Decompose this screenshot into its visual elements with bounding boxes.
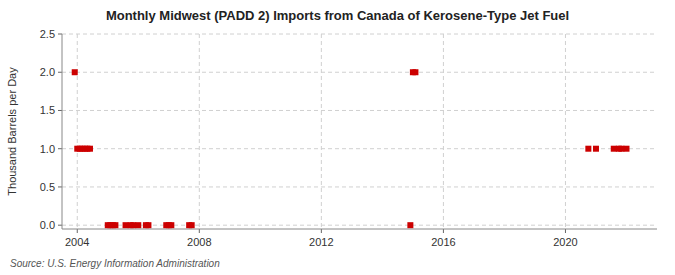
x-grid-line xyxy=(199,34,200,229)
y-grid-line xyxy=(62,148,657,149)
y-tick xyxy=(58,110,62,111)
x-tick-label: 2016 xyxy=(431,236,455,248)
source-note: Source: U.S. Energy Information Administ… xyxy=(10,258,220,269)
x-grid-line xyxy=(565,34,566,229)
points xyxy=(72,69,630,228)
point xyxy=(145,222,151,228)
point xyxy=(87,146,93,152)
y-tick-label: 0.5 xyxy=(40,181,55,193)
point xyxy=(72,69,78,75)
point xyxy=(585,146,591,152)
x-grid-line xyxy=(321,34,322,229)
y-tick-label: 2.5 xyxy=(40,28,55,40)
y-tick xyxy=(58,148,62,149)
x-grid-line xyxy=(77,34,78,229)
point xyxy=(112,222,118,228)
y-grid-line xyxy=(62,34,657,35)
y-tick xyxy=(58,72,62,73)
point xyxy=(135,222,141,228)
y-tick xyxy=(58,225,62,226)
x-tick xyxy=(321,229,322,233)
x-tick xyxy=(77,229,78,233)
x-tick xyxy=(199,229,200,233)
point xyxy=(412,69,418,75)
y-tick-label: 2.0 xyxy=(40,66,55,78)
y-axis-label: Thousand Barrels per Day xyxy=(6,67,18,196)
y-tick xyxy=(58,34,62,35)
point xyxy=(189,222,195,228)
point xyxy=(623,146,629,152)
y-axis-line xyxy=(62,34,63,229)
chart: Monthly Midwest (PADD 2) Imports from Ca… xyxy=(0,0,675,275)
point xyxy=(168,222,174,228)
x-tick xyxy=(565,229,566,233)
x-grid-line xyxy=(443,34,444,229)
x-axis-line xyxy=(62,229,657,230)
x-tick xyxy=(443,229,444,233)
y-tick-label: 0.0 xyxy=(40,219,55,231)
x-tick-label: 2020 xyxy=(553,236,577,248)
x-tick-label: 2012 xyxy=(309,236,333,248)
y-tick-label: 1.5 xyxy=(40,104,55,116)
title: Monthly Midwest (PADD 2) Imports from Ca… xyxy=(106,8,569,23)
grid xyxy=(62,34,657,229)
x-tick-label: 2004 xyxy=(65,236,89,248)
point xyxy=(407,222,413,228)
y-tick-label: 1.0 xyxy=(40,143,55,155)
y-grid-line xyxy=(62,186,657,187)
axes: 0.0 0.5 1.0 1.5 2.0 2.5 2004 2008 2012 2016 2020 xyxy=(40,28,657,248)
y-grid-line xyxy=(62,110,657,111)
y-tick xyxy=(58,186,62,187)
point xyxy=(593,146,599,152)
y-grid-line xyxy=(62,72,657,73)
x-tick-label: 2008 xyxy=(187,236,211,248)
